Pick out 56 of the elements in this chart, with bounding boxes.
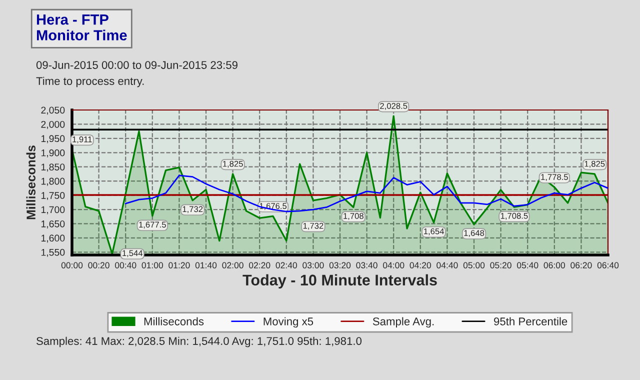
line-series — [124, 174, 608, 212]
x-tick-label: 00:40 — [114, 262, 136, 268]
y-tick-label: 1,700 — [41, 206, 65, 214]
x-tick-label: 06:40 — [597, 262, 619, 268]
y-axis-title: Milliseconds — [26, 146, 36, 220]
x-axis-title: Today - 10 Minute Intervals — [242, 274, 437, 289]
x-tick-label: 05:40 — [516, 262, 538, 268]
x-tick-label: 06:00 — [544, 262, 566, 268]
data-label: 1,732 — [303, 222, 324, 230]
x-tick-label: 05:00 — [463, 262, 485, 268]
y-tick-label: 1,750 — [41, 192, 65, 200]
x-tick-label: 04:20 — [410, 262, 432, 268]
legend-label: Sample Avg. — [372, 317, 434, 328]
x-tick-label: 00:00 — [61, 262, 83, 268]
chart-title: Hera - FTP Monitor Time — [36, 14, 127, 40]
data-label: 1,648 — [464, 230, 484, 237]
data-label: 2,028.5 — [380, 103, 408, 110]
text: Samples: 41 Max: 2,028.5 Min: 1,544.0 Avg: 1,751.0 95th: 1,981.0 — [36, 336, 362, 348]
x-tick-label: 04:00 — [382, 262, 404, 268]
x-tick-label: 01:20 — [168, 262, 190, 268]
data-label: 1,544 — [122, 250, 143, 258]
data-label: 1,825 — [584, 160, 605, 168]
y-tick-label: 1,600 — [41, 234, 65, 243]
legend-label: Milliseconds — [144, 317, 204, 326]
data-label: 1,778.5 — [541, 174, 568, 181]
x-tick-label: 06:20 — [570, 262, 592, 268]
x-tick-label: 03:00 — [302, 262, 324, 268]
data-label: 1,677.5 — [139, 222, 166, 229]
x-tick-label: 03:20 — [329, 262, 351, 268]
x-tick-label: 01:40 — [195, 262, 217, 268]
x-tick-label: 02:00 — [222, 262, 244, 268]
legend-label: 95th Percentile — [494, 317, 568, 326]
y-tick-label: 1,550 — [41, 248, 65, 257]
y-tick-label: 2,050 — [41, 106, 65, 115]
data-label: 1,654 — [424, 228, 444, 236]
x-tick-label: 04:40 — [436, 262, 458, 268]
x-tick-label: 03:40 — [356, 262, 378, 268]
y-tick-label: 1,950 — [41, 135, 65, 144]
y-tick-label: 1,900 — [41, 149, 65, 158]
x-tick-label: 00:20 — [88, 262, 110, 268]
data-label: 1,708.5 — [500, 212, 528, 220]
data-label: 1,732 — [182, 206, 203, 214]
data-label: 1,825 — [223, 160, 243, 168]
x-tick-label: 02:20 — [248, 262, 270, 268]
legend-label: Moving x5 — [264, 317, 314, 328]
y-tick-label: 2,000 — [41, 120, 65, 129]
text: 09-Jun-2015 00:00 to 09-Jun-2015 23:59 — [36, 61, 238, 69]
text: Time to process entry. — [36, 76, 144, 88]
y-tick-label: 1,850 — [41, 164, 65, 172]
y-tick-label: 1,800 — [41, 178, 65, 186]
data-label: 1,911 — [72, 136, 92, 144]
y-tick-label: 1,650 — [41, 220, 65, 228]
x-tick-label: 01:00 — [142, 262, 164, 268]
x-tick-label: 02:40 — [276, 262, 298, 268]
x-tick-label: 05:20 — [490, 262, 512, 268]
data-label: 1,708 — [344, 213, 364, 220]
